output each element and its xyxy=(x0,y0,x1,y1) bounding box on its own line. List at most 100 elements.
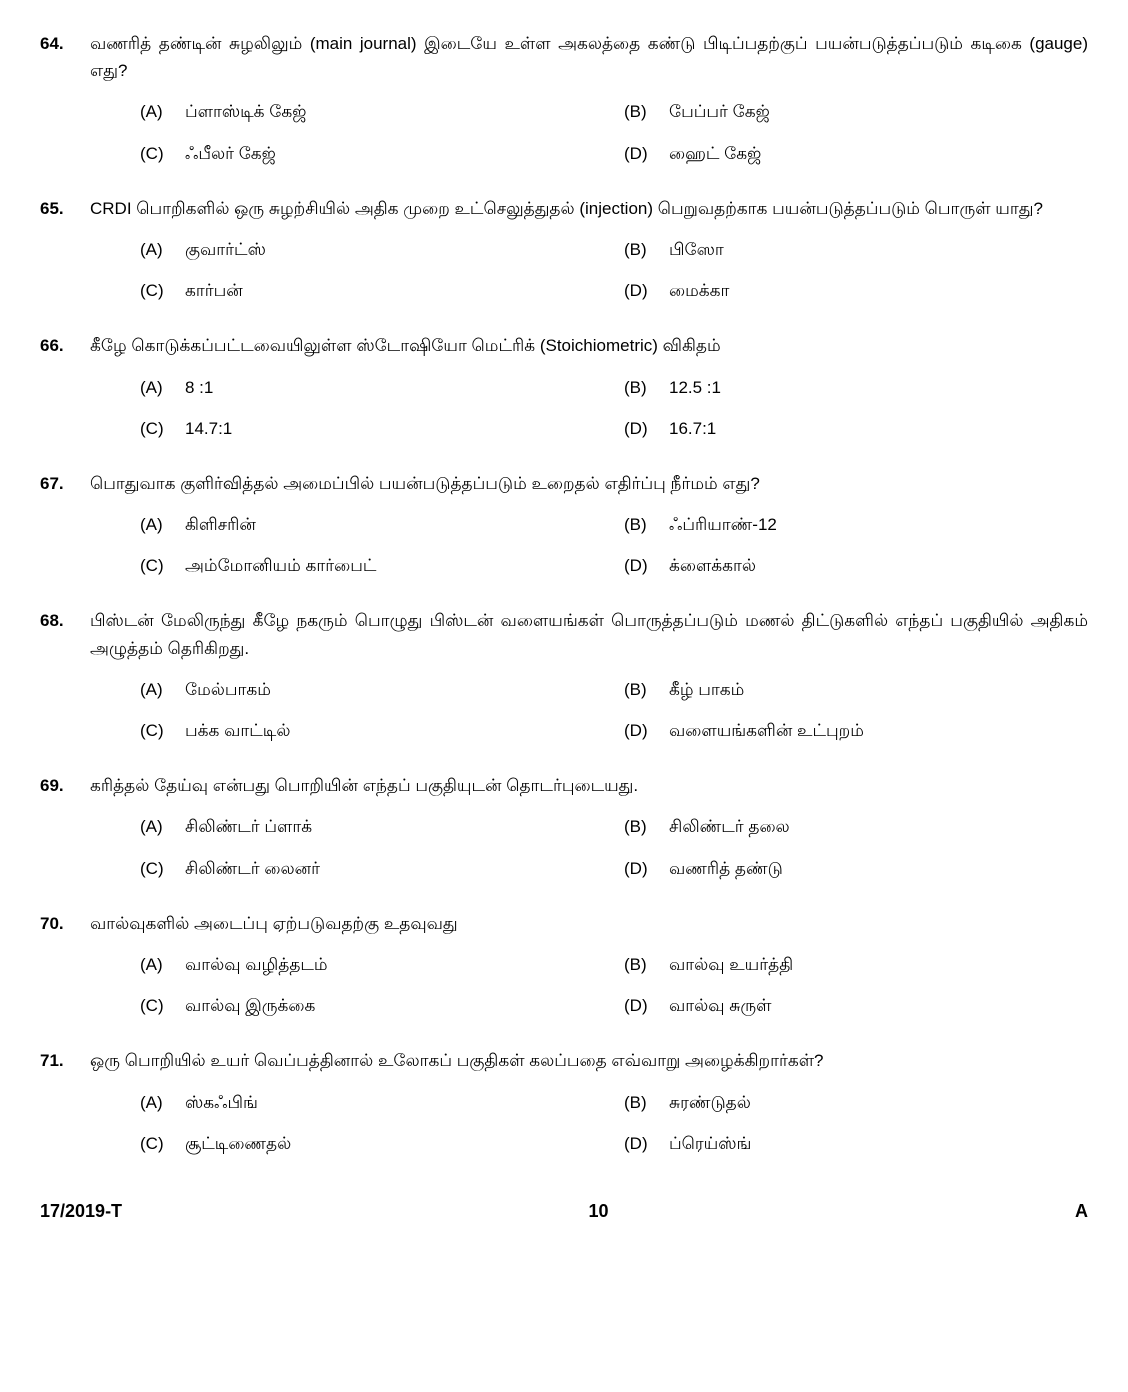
question-text: ஒரு பொறியில் உயர் வெப்பத்தினால் உலோகப் ப… xyxy=(90,1047,1088,1074)
option-text: மைக்கா xyxy=(669,277,1088,304)
footer-center: 10 xyxy=(589,1197,609,1226)
option-text: கார்பன் xyxy=(185,277,604,304)
option: (C)சூட்டிணைதல் xyxy=(140,1130,604,1157)
option: (A)கிளிசரின் xyxy=(140,511,604,538)
option-text: சூட்டிணைதல் xyxy=(185,1130,604,1157)
question-body: கரித்தல் தேய்வு என்பது பொறியின் எந்தப் ப… xyxy=(90,772,1088,882)
option-label: (A) xyxy=(140,951,185,978)
option: (B)ஃப்ரியாண்-12 xyxy=(624,511,1088,538)
option-label: (B) xyxy=(624,374,669,401)
option-text: சிலிண்டர் லைனர் xyxy=(185,855,604,882)
question: 68.பிஸ்டன் மேலிருந்து கீழே நகரும் பொழுது… xyxy=(40,607,1088,744)
option-text: பிஸோ xyxy=(669,236,1088,263)
question-number: 68. xyxy=(40,607,90,634)
option-text: வால்வு சுருள் xyxy=(669,992,1088,1019)
option-text: அம்மோனியம் கார்பைட் xyxy=(185,552,604,579)
options-grid: (A)ஸ்கஃபிங் (B)சுரண்டுதல் (C)சூட்டிணைதல் (D… xyxy=(90,1089,1088,1157)
question-number: 65. xyxy=(40,195,90,222)
option: (B)பேப்பர் கேஜ் xyxy=(624,98,1088,125)
option: (C)வால்வு இருக்கை xyxy=(140,992,604,1019)
option-text: கீழ் பாகம் xyxy=(669,676,1088,703)
option: (D)க்ளைக்கால் xyxy=(624,552,1088,579)
question-body: வால்வுகளில் அடைப்பு ஏற்படுவதற்கு உதவுவது… xyxy=(90,910,1088,1020)
option-label: (D) xyxy=(624,717,669,744)
option: (D)வளையங்களின் உட்புறம் xyxy=(624,717,1088,744)
option: (C)அம்மோனியம் கார்பைட் xyxy=(140,552,604,579)
option: (C)சிலிண்டர் லைனர் xyxy=(140,855,604,882)
option-label: (A) xyxy=(140,98,185,125)
option-label: (C) xyxy=(140,717,185,744)
option-label: (C) xyxy=(140,855,185,882)
option-label: (C) xyxy=(140,1130,185,1157)
option-text: ஸ்கஃபிங் xyxy=(185,1089,604,1116)
option-text: 14.7:1 xyxy=(185,415,604,442)
option-text: சுரண்டுதல் xyxy=(669,1089,1088,1116)
option-label: (C) xyxy=(140,992,185,1019)
option: (A)வால்வு வழித்தடம் xyxy=(140,951,604,978)
option-label: (B) xyxy=(624,951,669,978)
option-label: (A) xyxy=(140,236,185,263)
option: (B)கீழ் பாகம் xyxy=(624,676,1088,703)
option-label: (D) xyxy=(624,140,669,167)
question-number: 64. xyxy=(40,30,90,57)
option: (C)ஃபீலர் கேஜ் xyxy=(140,140,604,167)
option-text: 8 :1 xyxy=(185,374,604,401)
options-grid: (A)சிலிண்டர் ப்ளாக் (B)சிலிண்டர் தலை (C)சி… xyxy=(90,813,1088,881)
option-text: ப்ளாஸ்டிக் கேஜ் xyxy=(185,98,604,125)
option: (A)ஸ்கஃபிங் xyxy=(140,1089,604,1116)
option-label: (A) xyxy=(140,374,185,401)
option: (B)சிலிண்டர் தலை xyxy=(624,813,1088,840)
option-text: பேப்பர் கேஜ் xyxy=(669,98,1088,125)
options-grid: (A)மேல்பாகம்(B)கீழ் பாகம்(C)பக்க வாட்டில… xyxy=(90,676,1088,744)
question-number: 67. xyxy=(40,470,90,497)
option-text: பக்க வாட்டில் xyxy=(185,717,604,744)
question-body: பிஸ்டன் மேலிருந்து கீழே நகரும் பொழுது பி… xyxy=(90,607,1088,744)
option: (A)குவார்ட்ஸ் xyxy=(140,236,604,263)
footer-right: A xyxy=(1075,1197,1088,1226)
question-body: பொதுவாக குளிர்வித்தல் அமைப்பில் பயன்படுத… xyxy=(90,470,1088,580)
option-text: குவார்ட்ஸ் xyxy=(185,236,604,263)
option-label: (A) xyxy=(140,676,185,703)
options-grid: (A)கிளிசரின் (B)ஃப்ரியாண்-12 (C)அம்மோனியம்… xyxy=(90,511,1088,579)
question-text: கரித்தல் தேய்வு என்பது பொறியின் எந்தப் ப… xyxy=(90,772,1088,799)
option-label: (D) xyxy=(624,415,669,442)
option-text: வணரித் தண்டு xyxy=(669,855,1088,882)
option-label: (B) xyxy=(624,1089,669,1116)
question-number: 70. xyxy=(40,910,90,937)
option-text: வால்வு இருக்கை xyxy=(185,992,604,1019)
option: (D)வால்வு சுருள் xyxy=(624,992,1088,1019)
option-label: (A) xyxy=(140,813,185,840)
option: (D)வணரித் தண்டு xyxy=(624,855,1088,882)
option-label: (D) xyxy=(624,992,669,1019)
option-text: ஹைட் கேஜ் xyxy=(669,140,1088,167)
option-label: (B) xyxy=(624,813,669,840)
option-text: சிலிண்டர் ப்ளாக் xyxy=(185,813,604,840)
option: (C)பக்க வாட்டில் xyxy=(140,717,604,744)
option-label: (C) xyxy=(140,277,185,304)
option: (B)12.5 :1 xyxy=(624,374,1088,401)
questions-container: 64.வணரித் தண்டின் சுழலிலும் (main journa… xyxy=(40,30,1088,1157)
option-label: (D) xyxy=(624,855,669,882)
question-body: வணரித் தண்டின் சுழலிலும் (main journal) … xyxy=(90,30,1088,167)
question-text: CRDI பொறிகளில் ஒரு சுழற்சியில் அதிக முறை… xyxy=(90,195,1088,222)
option: (D)16.7:1 xyxy=(624,415,1088,442)
option-label: (C) xyxy=(140,415,185,442)
options-grid: (A)8 :1 (B)12.5 :1 (C)14.7:1 (D)16.7:1 xyxy=(90,374,1088,442)
question: 71.ஒரு பொறியில் உயர் வெப்பத்தினால் உலோகப… xyxy=(40,1047,1088,1157)
option-text: ஃப்ரியாண்-12 xyxy=(669,511,1088,538)
option-label: (D) xyxy=(624,1130,669,1157)
option: (A)ப்ளாஸ்டிக் கேஜ் xyxy=(140,98,604,125)
option: (A)சிலிண்டர் ப்ளாக் xyxy=(140,813,604,840)
option: (C)14.7:1 xyxy=(140,415,604,442)
question-number: 71. xyxy=(40,1047,90,1074)
option: (C)கார்பன் xyxy=(140,277,604,304)
question-text: வால்வுகளில் அடைப்பு ஏற்படுவதற்கு உதவுவது xyxy=(90,910,1088,937)
option-text: 16.7:1 xyxy=(669,415,1088,442)
options-grid: (A)குவார்ட்ஸ்(B)பிஸோ(C)கார்பன்(D)மைக்கா xyxy=(90,236,1088,304)
option-label: (D) xyxy=(624,552,669,579)
option: (A)8 :1 xyxy=(140,374,604,401)
option: (D)ஹைட் கேஜ் xyxy=(624,140,1088,167)
question-body: ஒரு பொறியில் உயர் வெப்பத்தினால் உலோகப் ப… xyxy=(90,1047,1088,1157)
option-text: வால்வு வழித்தடம் xyxy=(185,951,604,978)
option-text: க்ளைக்கால் xyxy=(669,552,1088,579)
